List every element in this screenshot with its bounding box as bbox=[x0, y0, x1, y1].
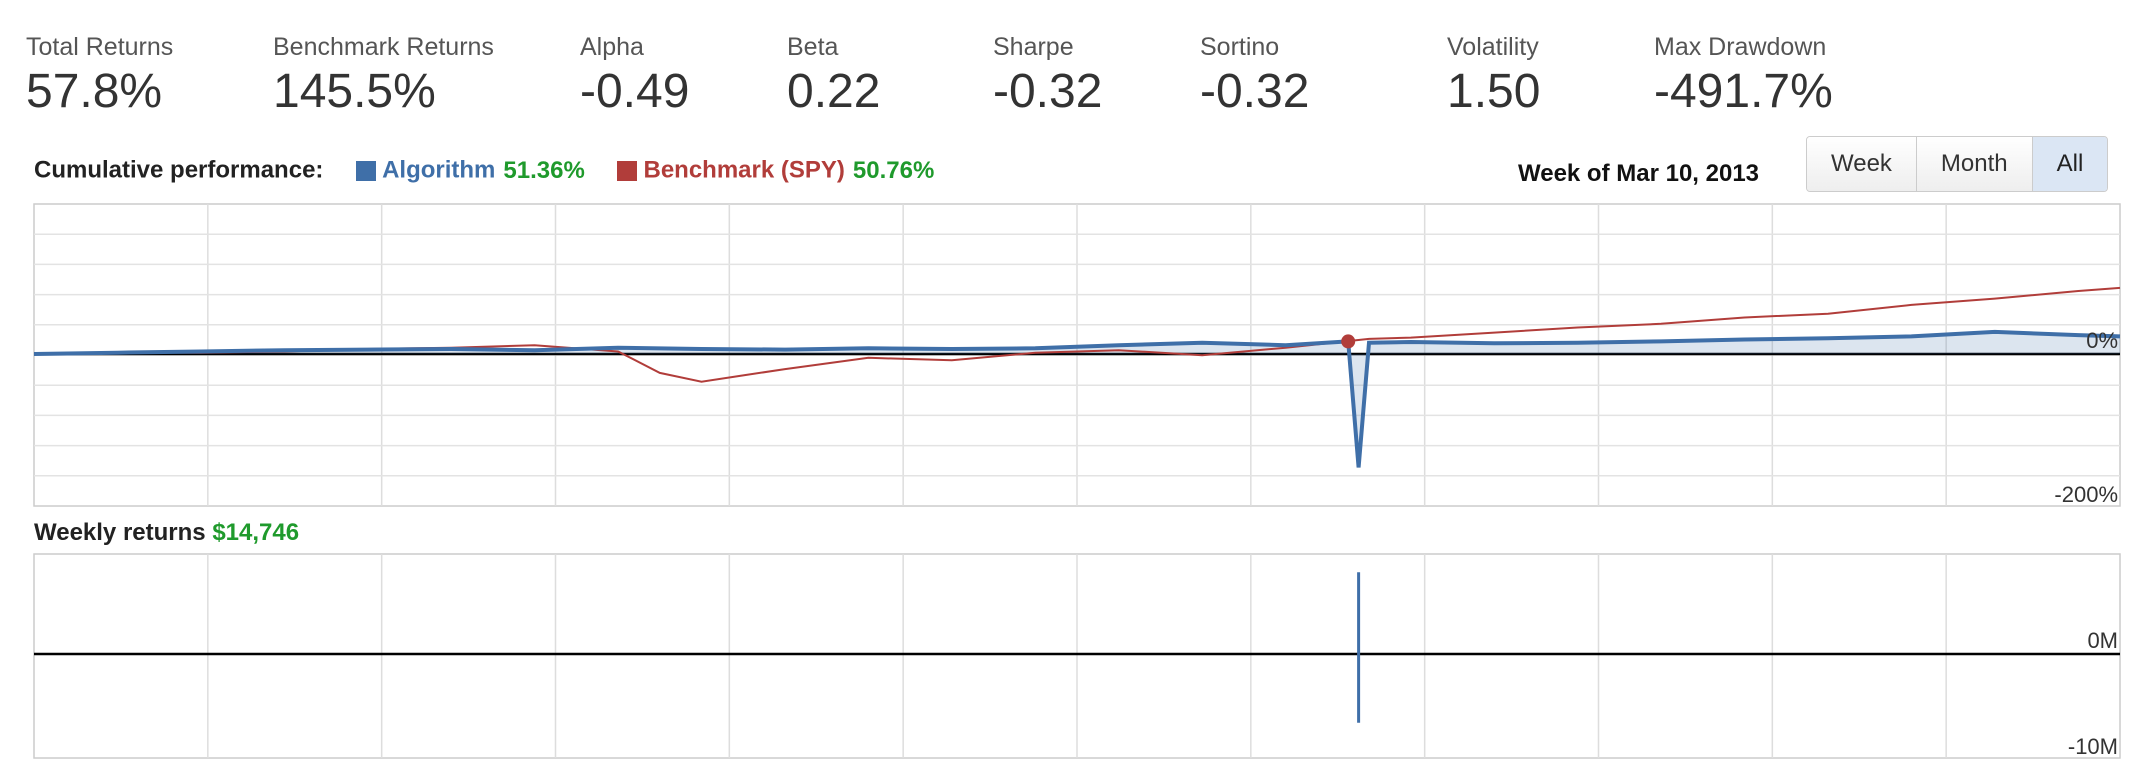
range-all-button[interactable]: All bbox=[2032, 137, 2108, 191]
range-selector: Week Month All bbox=[1806, 136, 2109, 192]
metric-label: Sharpe bbox=[993, 33, 1074, 61]
weekly-returns-title: Weekly returns bbox=[34, 519, 206, 546]
metric-value: -0.32 bbox=[993, 65, 1103, 118]
metric-value: -491.7% bbox=[1654, 65, 1833, 118]
algorithm-series-line bbox=[33, 329, 2121, 468]
metric-value: 145.5% bbox=[273, 65, 436, 118]
cumulative-title: Cumulative performance: bbox=[34, 156, 324, 184]
metric-value: -0.49 bbox=[580, 65, 690, 118]
metric-value: 1.50 bbox=[1447, 65, 1541, 118]
metric-sharpe: Sharpe -0.32 bbox=[993, 32, 1102, 120]
metric-label: Benchmark Returns bbox=[273, 33, 494, 61]
range-week-button[interactable]: Week bbox=[1807, 137, 1917, 191]
metric-benchmark-returns: Benchmark Returns 145.5% bbox=[273, 32, 494, 120]
y-tick-label: -10M bbox=[2068, 734, 2118, 759]
hover-week-label: Week of Mar 10, 2013 bbox=[1518, 160, 1760, 187]
algorithm-legend-swatch bbox=[356, 160, 377, 181]
metric-value: 0.22 bbox=[787, 65, 881, 118]
metrics-bar: Total Returns 57.8% Benchmark Returns 14… bbox=[0, 0, 2148, 130]
benchmark-return-value: 50.76% bbox=[852, 156, 935, 184]
metric-label: Sortino bbox=[1200, 33, 1280, 61]
metric-total-returns: Total Returns 57.8% bbox=[26, 32, 173, 120]
metric-label: Beta bbox=[787, 33, 839, 61]
algorithm-legend-label[interactable]: Algorithm bbox=[382, 156, 496, 184]
y-tick-label: 0% bbox=[2086, 328, 2118, 353]
metric-volatility: Volatility 1.50 bbox=[1447, 32, 1540, 120]
benchmark-legend-swatch bbox=[617, 160, 638, 181]
metric-max-drawdown: Max Drawdown -491.7% bbox=[1654, 32, 1833, 120]
y-tick-label: 0M bbox=[2087, 628, 2118, 653]
weekly-returns-amount: $14,746 bbox=[212, 519, 300, 546]
metric-label: Volatility bbox=[1447, 33, 1539, 61]
metric-label: Max Drawdown bbox=[1654, 33, 1827, 61]
hover-point-marker bbox=[1341, 334, 1356, 349]
weekly-returns-header: Weekly returns $14,746 bbox=[34, 516, 299, 550]
metric-value: -0.32 bbox=[1200, 65, 1310, 118]
algorithm-return-value: 51.36% bbox=[503, 156, 585, 184]
metric-label: Total Returns bbox=[26, 33, 174, 61]
metric-value: 57.8% bbox=[26, 65, 163, 118]
metric-beta: Beta 0.22 bbox=[787, 32, 880, 120]
cumulative-performance-header: Cumulative performance: Algorithm 51.36% … bbox=[34, 156, 934, 192]
metric-label: Alpha bbox=[580, 33, 644, 61]
range-month-button[interactable]: Month bbox=[1916, 137, 2033, 191]
y-tick-label: -200% bbox=[2054, 482, 2118, 507]
benchmark-legend-label[interactable]: Benchmark (SPY) bbox=[643, 156, 845, 184]
algorithm-area bbox=[34, 331, 2120, 468]
metric-alpha: Alpha -0.49 bbox=[580, 32, 689, 120]
metric-sortino: Sortino -0.32 bbox=[1200, 32, 1309, 120]
